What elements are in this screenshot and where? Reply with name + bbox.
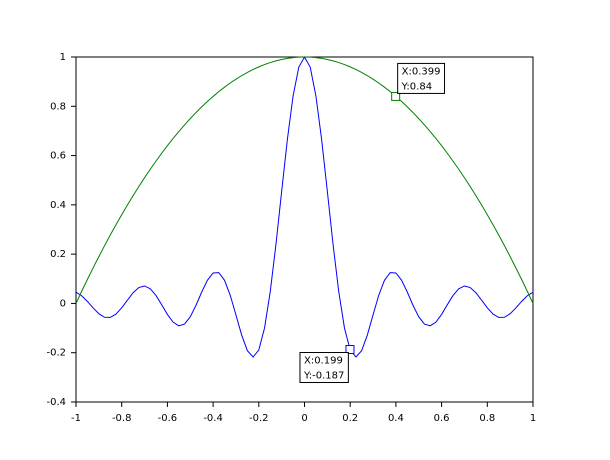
y-tick-label: 1	[60, 52, 66, 63]
y-tick-label: 0	[60, 298, 66, 309]
x-tick-label: -0.4	[203, 413, 223, 424]
datatip-box	[397, 62, 446, 94]
y-tick-label: 0.8	[50, 101, 66, 112]
x-tick-label: 0.6	[434, 413, 450, 424]
x-tick-label: -0.6	[158, 413, 178, 424]
x-tick-label: 0.8	[479, 413, 495, 424]
datatip-text: X:0.199	[304, 356, 343, 367]
x-tick-label: 0.2	[342, 413, 358, 424]
y-tick-label: 0.6	[50, 151, 66, 162]
x-tick-label: 1	[530, 413, 536, 424]
y-tick-label: 0.2	[50, 249, 66, 260]
datatip: X:0.199 Y:-0.187	[299, 352, 349, 384]
datatip-text: Y:0.84	[401, 81, 432, 92]
y-tick-label: -0.4	[46, 397, 66, 408]
datatip-text: Y:-0.187	[303, 371, 344, 382]
x-tick-label: -0.8	[112, 413, 132, 424]
x-tick-label: 0	[301, 413, 307, 424]
y-tick-label: 0.4	[50, 200, 66, 211]
datatip-marker	[345, 345, 355, 355]
x-tick-label: -0.2	[249, 413, 269, 424]
x-tick-label: 0.4	[388, 413, 404, 424]
y-tick-label: -0.2	[46, 348, 66, 359]
datatip-text: X:0.399	[402, 66, 441, 77]
x-tick-label: -1	[71, 413, 81, 424]
datatip-marker	[391, 91, 401, 101]
series-line	[75, 56, 534, 304]
datatip-box	[299, 352, 349, 384]
datatip: X:0.399 Y:0.84	[397, 62, 446, 94]
